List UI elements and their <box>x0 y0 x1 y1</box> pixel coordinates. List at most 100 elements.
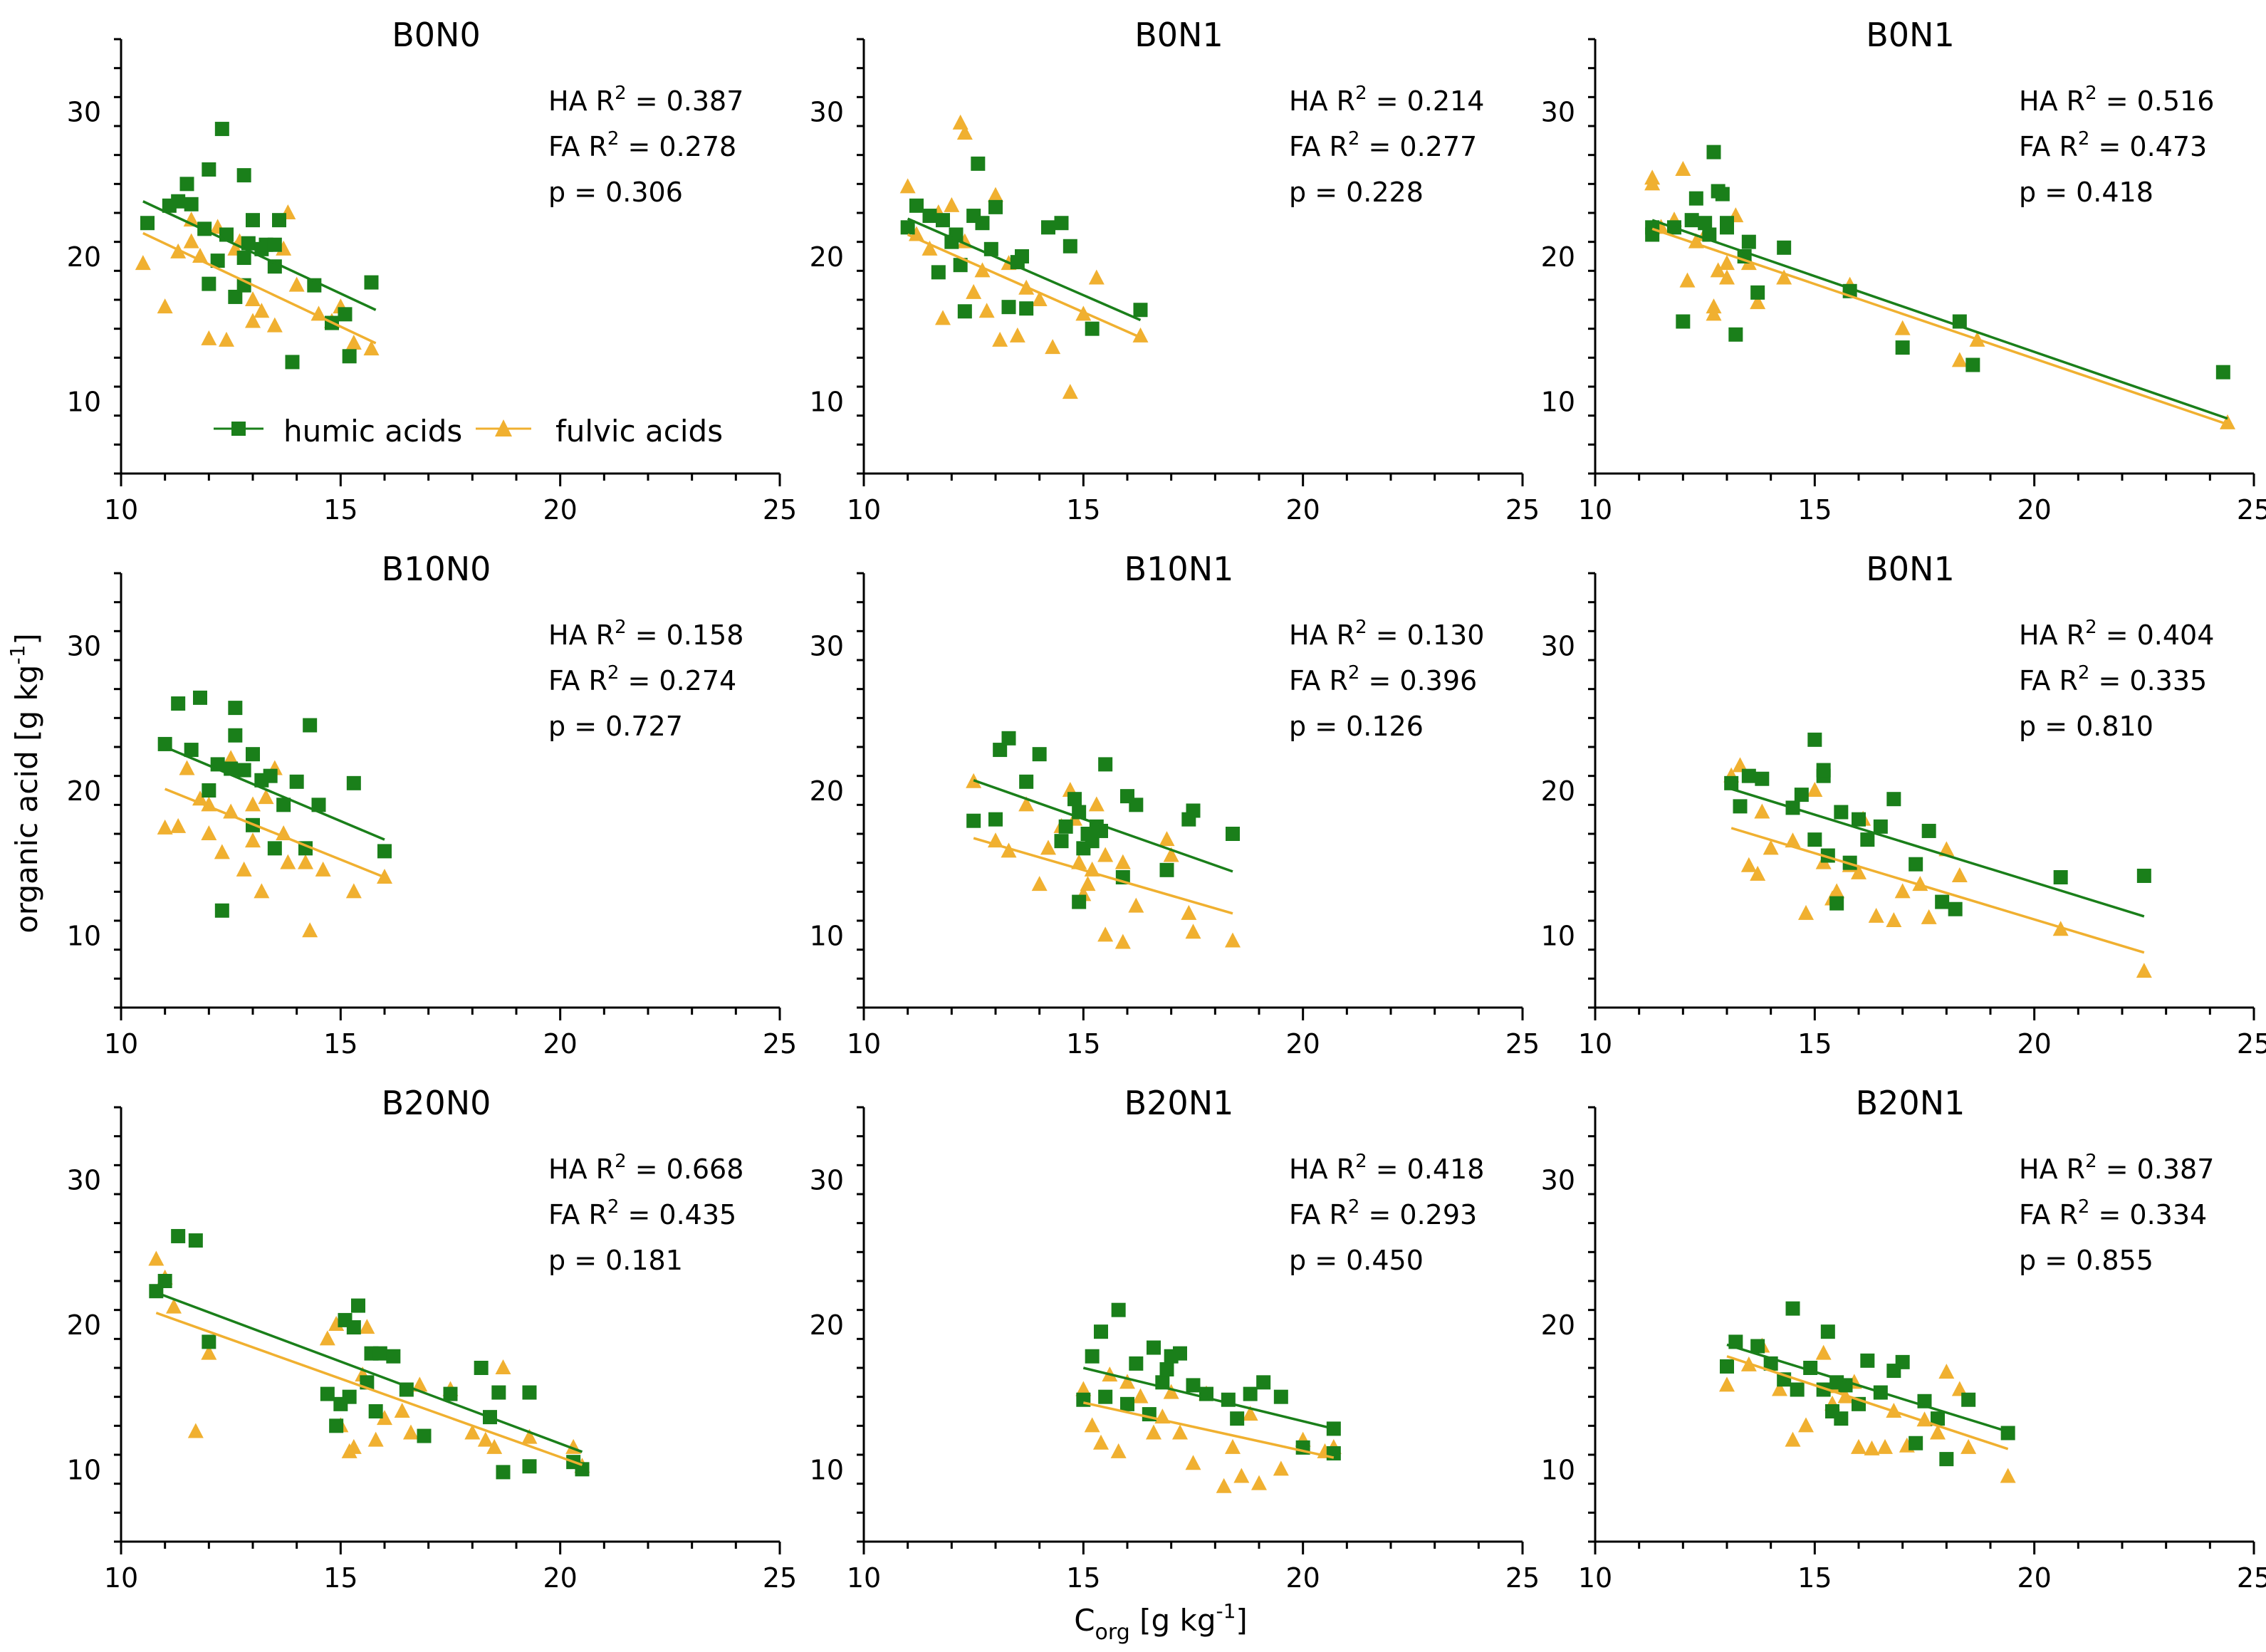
humic-point <box>184 197 199 211</box>
fulvic-point <box>1851 864 1866 879</box>
humic-point <box>1226 827 1240 841</box>
humic-fit-line <box>142 200 377 311</box>
y-tick-label: 30 <box>1541 1165 1575 1196</box>
p-value-stat: p = 0.810 <box>2019 711 2153 742</box>
humic-point <box>1129 1356 1144 1371</box>
p-value-stat-value: = 0.450 <box>1306 1245 1424 1276</box>
fulvic-point <box>157 819 173 835</box>
fulvic-point <box>1080 876 1096 892</box>
humic-point <box>1720 216 1734 231</box>
fulvic-point <box>288 276 305 292</box>
humic-point <box>246 747 260 762</box>
humic-point <box>1720 1359 1734 1374</box>
fulvic-point <box>974 262 991 278</box>
fulvic-point <box>258 789 274 805</box>
fulvic-fit-line <box>155 1312 583 1466</box>
humic-point <box>1777 240 1792 255</box>
humic-point <box>988 812 1003 827</box>
fulvic-point <box>1877 1438 1893 1454</box>
humic-series <box>1720 1301 2015 1467</box>
x-axis-label-main: C <box>1074 1603 1095 1638</box>
fulvic-point <box>1114 934 1131 949</box>
p-value-stat-label: p <box>1289 711 1306 742</box>
p-value-stat-label: p <box>2019 1245 2036 1276</box>
p-value-stat-label: p <box>548 177 565 208</box>
fulvic-point <box>1706 305 1722 321</box>
fulvic-point <box>1938 1364 1955 1379</box>
fulvic-point <box>1798 904 1814 920</box>
humic-point <box>267 237 282 252</box>
y-tick-label: 30 <box>67 97 101 128</box>
ha-r2-stat: HA R2 = 0.387 <box>2019 1151 2214 1185</box>
fa-r2-stat: FA R2 = 0.277 <box>1289 128 1477 162</box>
humic-point <box>1820 1324 1835 1339</box>
fulvic-point <box>1750 294 1766 310</box>
humic-series <box>157 690 392 918</box>
x-tick-label: 25 <box>763 1028 797 1060</box>
fa-r2-stat-value: = 0.278 <box>619 131 736 162</box>
fulvic-point <box>521 1428 538 1444</box>
humic-point <box>522 1459 537 1474</box>
humic-series <box>1724 732 2151 916</box>
fulvic-point <box>1951 352 1968 367</box>
x-tick-label: 10 <box>847 494 881 526</box>
fulvic-point <box>170 817 187 833</box>
fulvic-point <box>1251 1475 1267 1490</box>
x-tick-label: 10 <box>1578 1562 1612 1594</box>
panel-title: B20N0 <box>382 1084 491 1122</box>
humic-point <box>971 156 986 171</box>
p-value-stat-label: p <box>1289 177 1306 208</box>
fulvic-point <box>1132 327 1149 343</box>
fulvic-point <box>223 750 239 765</box>
ha-r2-stat-value: = 0.387 <box>627 85 744 117</box>
y-tick-label: 20 <box>1541 1309 1575 1341</box>
fulvic-point <box>1097 926 1114 942</box>
humic-point <box>1159 1362 1174 1377</box>
y-tick-label: 20 <box>810 241 844 273</box>
panel-title: B0N1 <box>1134 16 1223 54</box>
fulvic-point <box>1185 924 1201 939</box>
humic-point <box>1733 799 1748 814</box>
fulvic-fit-line <box>907 233 1142 339</box>
fa-r2-stat-superscript: 2 <box>2078 662 2090 684</box>
x-axis-label: Corg [g kg-1] <box>1074 1599 1248 1645</box>
ha-r2-stat-superscript: 2 <box>2085 617 2097 638</box>
fa-r2-stat-label: FA R <box>548 665 607 696</box>
fulvic-point <box>935 310 951 325</box>
humic-series <box>140 122 379 370</box>
fa-r2-stat-superscript: 2 <box>1348 128 1360 150</box>
fulvic-point <box>978 303 995 318</box>
y-tick-label: 30 <box>67 1165 101 1196</box>
y-tick-label: 20 <box>1541 241 1575 273</box>
fulvic-point <box>1829 883 1845 899</box>
fulvic-point <box>2220 414 2235 429</box>
humic-point <box>1755 771 1770 786</box>
x-tick-label: 20 <box>2017 494 2051 526</box>
ha-r2-stat-value: = 0.516 <box>2097 85 2215 117</box>
humic-point <box>267 841 282 856</box>
fa-r2-stat-value: = 0.435 <box>619 1199 736 1230</box>
fulvic-point <box>921 240 938 256</box>
fa-r2-stat-value: = 0.334 <box>2089 1199 2207 1230</box>
fulvic-point <box>1851 1438 1866 1454</box>
ha-r2-stat-superscript: 2 <box>1355 617 1367 638</box>
humic-point <box>474 1361 489 1375</box>
humic-point <box>236 168 251 183</box>
fa-r2-stat-label: FA R <box>1289 665 1348 696</box>
fa-r2-stat: FA R2 = 0.334 <box>2019 1196 2207 1230</box>
humic-point <box>1186 1378 1201 1393</box>
ha-r2-stat-value: = 0.404 <box>2097 620 2215 651</box>
fa-r2-stat-label: FA R <box>1289 1199 1348 1230</box>
fulvic-point <box>302 922 318 938</box>
humic-point <box>1790 1382 1805 1397</box>
fulvic-point <box>1084 1417 1100 1433</box>
p-value-stat: p = 0.228 <box>1289 177 1424 208</box>
x-tick-label: 25 <box>763 494 797 526</box>
ha-r2-stat-value: = 0.158 <box>627 620 744 651</box>
humic-point <box>236 251 251 266</box>
panel-title: B10N1 <box>1124 550 1234 588</box>
ha-r2-stat-label: HA R <box>2019 1154 2085 1185</box>
humic-point <box>1032 747 1047 762</box>
